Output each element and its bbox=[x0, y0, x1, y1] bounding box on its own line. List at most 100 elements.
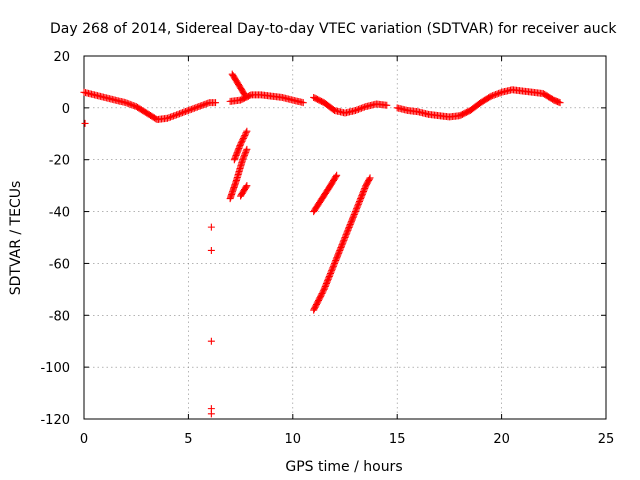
data-point bbox=[383, 101, 391, 109]
data-point bbox=[202, 100, 210, 108]
data-point bbox=[493, 90, 501, 98]
data-point bbox=[168, 113, 176, 121]
segment-isolated-6h bbox=[207, 223, 215, 418]
data-point bbox=[125, 100, 133, 108]
y-tick-label: -20 bbox=[49, 154, 70, 169]
data-point bbox=[242, 147, 250, 155]
data-point bbox=[239, 156, 247, 164]
y-tick-label: -100 bbox=[40, 361, 70, 376]
data-point bbox=[207, 246, 215, 254]
y-tick-label: -120 bbox=[40, 413, 70, 428]
data-point bbox=[201, 100, 209, 108]
data-point bbox=[495, 89, 503, 97]
axis-ticks bbox=[83, 55, 607, 420]
data-point bbox=[169, 112, 177, 120]
chart-title: Day 268 of 2014, Sidereal Day-to-day VTE… bbox=[50, 21, 617, 37]
data-point bbox=[241, 150, 249, 158]
x-tick-label: 0 bbox=[80, 432, 88, 447]
data-point bbox=[299, 99, 307, 107]
data-point bbox=[356, 105, 364, 113]
data-point bbox=[171, 111, 179, 119]
data-point bbox=[354, 105, 362, 113]
data-point bbox=[242, 148, 250, 156]
data-point bbox=[240, 153, 248, 161]
data-point bbox=[365, 175, 373, 183]
data-point bbox=[196, 102, 204, 110]
data-point bbox=[175, 110, 183, 118]
segment-main-band-c bbox=[310, 93, 391, 117]
data-point bbox=[492, 91, 500, 99]
data-points bbox=[80, 70, 564, 418]
data-point bbox=[186, 106, 194, 114]
y-tick-label: -80 bbox=[49, 309, 70, 324]
x-tick-label: 15 bbox=[389, 432, 406, 447]
data-point bbox=[126, 100, 134, 108]
data-point bbox=[366, 174, 374, 182]
segment-rising-arc-7h bbox=[228, 70, 249, 99]
data-point bbox=[243, 182, 251, 190]
x-tick-label: 25 bbox=[598, 432, 615, 447]
data-point bbox=[178, 109, 186, 117]
data-point bbox=[199, 101, 207, 109]
data-point bbox=[207, 410, 215, 418]
data-point bbox=[198, 101, 206, 109]
data-point bbox=[187, 105, 195, 113]
y-tick-labels: -120 -100 -80 -60 -40 -20 0 20 bbox=[40, 50, 70, 428]
data-point bbox=[360, 103, 368, 111]
segment-arc-11h bbox=[310, 171, 341, 216]
y-tick-label: 0 bbox=[62, 102, 70, 117]
data-point bbox=[165, 114, 173, 122]
data-point bbox=[242, 129, 250, 137]
data-point bbox=[357, 104, 365, 112]
data-point bbox=[243, 145, 251, 153]
data-point bbox=[195, 103, 203, 111]
data-point bbox=[332, 173, 340, 181]
data-point bbox=[192, 104, 200, 112]
data-point bbox=[180, 108, 188, 116]
data-point bbox=[353, 106, 361, 114]
data-point bbox=[207, 337, 215, 345]
data-point bbox=[81, 119, 89, 127]
data-point bbox=[487, 92, 495, 100]
segment-branch-7h-a bbox=[230, 127, 251, 164]
data-point bbox=[239, 154, 247, 162]
segment-main-band-b bbox=[226, 91, 307, 107]
data-point bbox=[122, 99, 130, 107]
data-point bbox=[207, 223, 215, 231]
x-tick-label: 5 bbox=[184, 432, 192, 447]
data-point bbox=[128, 101, 136, 109]
data-point bbox=[164, 114, 172, 122]
y-tick-label: -40 bbox=[49, 206, 70, 221]
data-point bbox=[204, 99, 212, 107]
data-point bbox=[167, 113, 175, 121]
grid bbox=[84, 56, 606, 419]
data-point bbox=[193, 103, 201, 111]
data-point bbox=[184, 106, 192, 114]
data-point bbox=[183, 107, 191, 115]
data-point bbox=[243, 127, 251, 135]
data-point bbox=[359, 104, 367, 112]
x-tick-labels: 0 5 10 15 20 25 bbox=[80, 432, 614, 447]
data-point bbox=[490, 91, 498, 99]
x-tick-label: 20 bbox=[493, 432, 510, 447]
x-tick-label: 10 bbox=[285, 432, 302, 447]
data-point bbox=[489, 92, 497, 100]
data-point bbox=[181, 108, 189, 116]
data-point bbox=[496, 89, 504, 97]
y-tick-label: 20 bbox=[53, 50, 70, 65]
data-point bbox=[240, 151, 248, 159]
data-point bbox=[212, 99, 220, 107]
data-point bbox=[174, 110, 182, 118]
y-tick-label: -60 bbox=[49, 257, 70, 272]
data-point bbox=[190, 104, 198, 112]
data-point bbox=[241, 91, 249, 99]
plot-frame bbox=[83, 55, 607, 420]
data-point bbox=[177, 109, 185, 117]
data-point bbox=[556, 99, 564, 107]
x-axis-label: GPS time / hours bbox=[285, 459, 402, 475]
data-point bbox=[172, 111, 180, 119]
segment-main-band-d bbox=[393, 86, 564, 121]
data-point bbox=[123, 99, 131, 107]
segment-early-outlier bbox=[81, 119, 89, 127]
